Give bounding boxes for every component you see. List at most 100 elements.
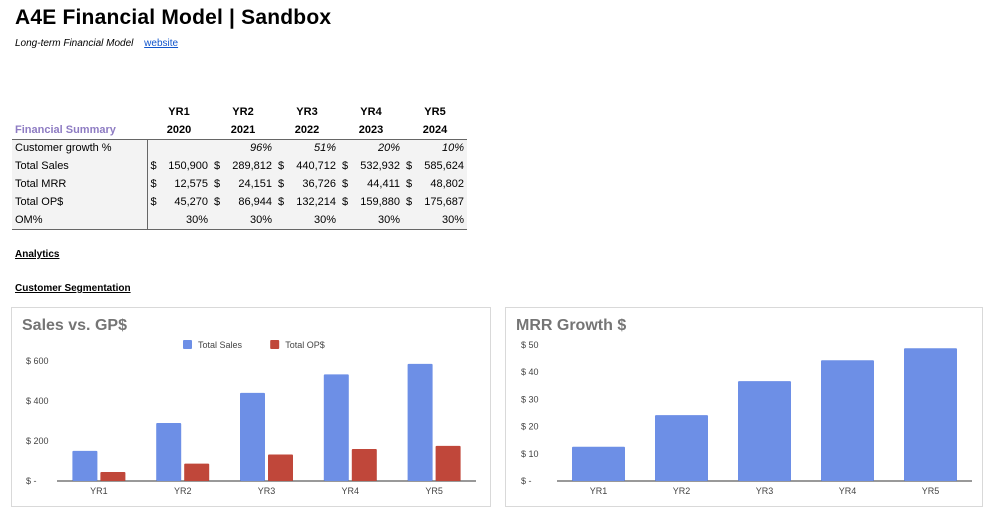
mrr-value: 48,802 [430, 178, 464, 190]
growth-cell[interactable]: 10% [403, 138, 467, 157]
currency-symbol: $ [342, 196, 349, 208]
page-subtitle: Long-term Financial Model website [15, 38, 178, 49]
year-label-5[interactable]: YR5 [424, 106, 446, 118]
bar-total-sales [72, 450, 98, 481]
year-4[interactable]: 2023 [358, 123, 384, 136]
y-tick-label: $ 10 [521, 449, 539, 459]
currency-symbol: $ [150, 196, 157, 208]
om-cell[interactable]: 30% [403, 211, 467, 230]
ops-value: 45,270 [174, 196, 208, 208]
sales-cell[interactable]: $289,812 [211, 157, 275, 175]
ops-cell[interactable]: $175,687 [403, 193, 467, 211]
mrr-cell[interactable]: $48,802 [403, 175, 467, 193]
ops-cell[interactable]: $45,270 [147, 193, 211, 211]
x-tick-label: YR2 [673, 486, 691, 496]
ops-value: 159,880 [360, 196, 400, 208]
website-link[interactable]: website [144, 38, 179, 49]
sales-vs-gp-chart[interactable]: Sales vs. GP$ $ - $ 200 $ 400 $ 600 YR1 YR2 YR3… [11, 307, 491, 507]
sales-cell[interactable]: $532,932 [339, 157, 403, 175]
year-label-3[interactable]: YR3 [296, 106, 318, 118]
om-cell[interactable]: 30% [211, 211, 275, 230]
ops-value: 175,687 [424, 196, 464, 208]
table-row: Total OP$ $45,270 $86,944 $132,214 $159,880… [12, 193, 467, 211]
mrr-cell[interactable]: $24,151 [211, 175, 275, 193]
year-1[interactable]: 2020 [166, 123, 192, 136]
y-tick-label: $ 400 [26, 396, 49, 406]
mrr-cell[interactable]: $12,575 [147, 175, 211, 193]
analytics-link[interactable]: Analytics [15, 249, 60, 260]
section-label[interactable]: Financial Summary [15, 123, 116, 136]
currency-symbol: $ [406, 178, 413, 190]
ops-cell[interactable]: $132,214 [275, 193, 339, 211]
ops-value: 132,214 [296, 196, 336, 208]
year-2[interactable]: 2021 [230, 123, 256, 136]
currency-symbol: $ [342, 160, 349, 172]
legend-label: Total OP$ [285, 340, 325, 350]
bar-mrr [904, 348, 957, 481]
y-tick-label: $ - [521, 476, 532, 486]
sales-value: 289,812 [232, 160, 272, 172]
mrr-value: 12,575 [174, 178, 208, 190]
empty-cell [12, 103, 147, 121]
row-label-growth[interactable]: Customer growth % [12, 138, 148, 157]
ops-value: 86,944 [238, 196, 272, 208]
growth-cell[interactable] [147, 138, 211, 157]
ops-cell[interactable]: $159,880 [339, 193, 403, 211]
mrr-value: 24,151 [238, 178, 272, 190]
row-label-om[interactable]: OM% [12, 211, 148, 230]
row-label-ops[interactable]: Total OP$ [12, 193, 148, 211]
mrr-growth-chart[interactable]: MRR Growth $ $ - $ 10 $ 20 $ 30 $ 40 $ 50 YR1 YR… [505, 307, 983, 507]
row-label-sales[interactable]: Total Sales [12, 157, 148, 175]
bar-total-sales [240, 392, 265, 481]
legend-swatch [183, 340, 192, 349]
year-5[interactable]: 2024 [422, 123, 448, 136]
year-label-4[interactable]: YR4 [360, 106, 382, 118]
sales-value: 585,624 [424, 160, 464, 172]
bar-mrr [572, 446, 625, 481]
chart-title: Sales vs. GP$ [22, 317, 127, 334]
mrr-cell[interactable]: $36,726 [275, 175, 339, 193]
page-title: A4E Financial Model | Sandbox [15, 6, 332, 29]
year-3[interactable]: 2022 [294, 123, 320, 136]
sales-cell[interactable]: $150,900 [147, 157, 211, 175]
sales-cell[interactable]: $440,712 [275, 157, 339, 175]
chart-title: MRR Growth $ [516, 317, 626, 334]
currency-symbol: $ [278, 178, 285, 190]
bar-total-sales [323, 374, 349, 481]
mrr-value: 36,726 [302, 178, 336, 190]
ops-cell[interactable]: $86,944 [211, 193, 275, 211]
growth-cell[interactable]: 20% [339, 138, 403, 157]
mrr-cell[interactable]: $44,411 [339, 175, 403, 193]
sales-cell[interactable]: $585,624 [403, 157, 467, 175]
currency-symbol: $ [214, 160, 221, 172]
currency-symbol: $ [406, 160, 413, 172]
year-label-1[interactable]: YR1 [168, 106, 190, 118]
y-tick-label: $ 600 [26, 356, 49, 366]
bar-mrr [738, 381, 791, 481]
y-tick-label: $ - [26, 476, 37, 486]
bar-total-op- [100, 471, 126, 481]
growth-cell[interactable]: 96% [211, 138, 275, 157]
currency-symbol: $ [150, 160, 157, 172]
table-row: Total MRR $12,575 $24,151 $36,726 $44,411 $4… [12, 175, 467, 193]
x-tick-label: YR5 [425, 486, 443, 496]
table-row: Customer growth % 96% 51% 20% 10% [12, 138, 467, 157]
customer-segmentation-link[interactable]: Customer Segmentation [15, 283, 131, 294]
table-row: Total Sales $150,900 $289,812 $440,712 $532… [12, 157, 467, 175]
x-tick-label: YR1 [590, 486, 608, 496]
y-tick-label: $ 40 [521, 367, 539, 377]
y-tick-label: $ 20 [521, 422, 539, 432]
mrr-growth-svg: MRR Growth $ $ - $ 10 $ 20 $ 30 $ 40 $ 50 YR1 YR… [516, 317, 972, 496]
om-cell[interactable]: 30% [339, 211, 403, 230]
currency-symbol: $ [342, 178, 349, 190]
bar-mrr [655, 415, 708, 481]
om-cell[interactable]: 30% [275, 211, 339, 230]
year-label-2[interactable]: YR2 [232, 106, 254, 118]
financial-summary-table: YR1 YR2 YR3 YR4 YR5 Financial Summary 20… [12, 103, 467, 230]
x-tick-label: YR2 [174, 486, 192, 496]
bar-total-op- [351, 449, 377, 481]
row-label-mrr[interactable]: Total MRR [12, 175, 148, 193]
growth-cell[interactable]: 51% [275, 138, 339, 157]
x-tick-label: YR4 [342, 486, 360, 496]
om-cell[interactable]: 30% [147, 211, 211, 230]
